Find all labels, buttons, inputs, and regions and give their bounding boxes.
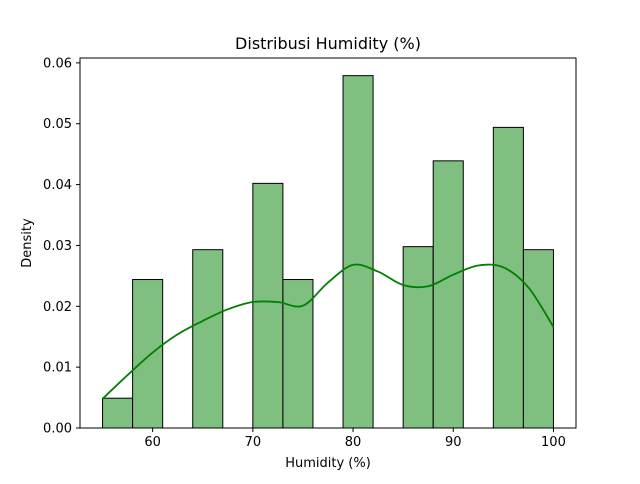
x-tick-label: 100 bbox=[541, 435, 566, 450]
histogram-bar bbox=[522, 249, 554, 429]
bars-group bbox=[102, 75, 554, 429]
x-tick-label: 60 bbox=[144, 435, 161, 450]
x-tick-label: 90 bbox=[445, 435, 462, 450]
y-tick-label: 0.03 bbox=[43, 239, 72, 254]
histogram-bar bbox=[192, 249, 224, 429]
histogram-bar bbox=[432, 160, 464, 429]
histogram-bar bbox=[132, 279, 164, 429]
y-tick-label: 0.05 bbox=[43, 117, 72, 132]
y-axis-ticks: 0.00 0.01 0.02 0.03 0.04 0.05 0.06 bbox=[43, 56, 80, 437]
chart-title: Distribusi Humidity (%) bbox=[235, 34, 421, 53]
histogram-bar bbox=[252, 182, 284, 429]
y-tick-label: 0.04 bbox=[43, 178, 72, 193]
x-tick-label: 80 bbox=[345, 435, 362, 450]
y-tick-label: 0.01 bbox=[43, 361, 72, 376]
y-axis-label: Density bbox=[20, 218, 35, 268]
x-tick-label: 70 bbox=[245, 435, 262, 450]
y-tick-label: 0.02 bbox=[43, 300, 72, 315]
histogram-bar bbox=[342, 75, 374, 429]
x-axis-label: Humidity (%) bbox=[285, 456, 371, 471]
x-axis-ticks: 60 70 80 90 100 bbox=[144, 428, 566, 450]
plot-frame bbox=[79, 57, 577, 429]
histogram-bar bbox=[102, 397, 134, 429]
kde-layer bbox=[101, 263, 555, 400]
kde-curve bbox=[101, 263, 555, 400]
y-tick-label: 0.00 bbox=[43, 422, 72, 437]
histogram-bar bbox=[402, 246, 434, 429]
y-tick-label: 0.06 bbox=[43, 56, 72, 71]
